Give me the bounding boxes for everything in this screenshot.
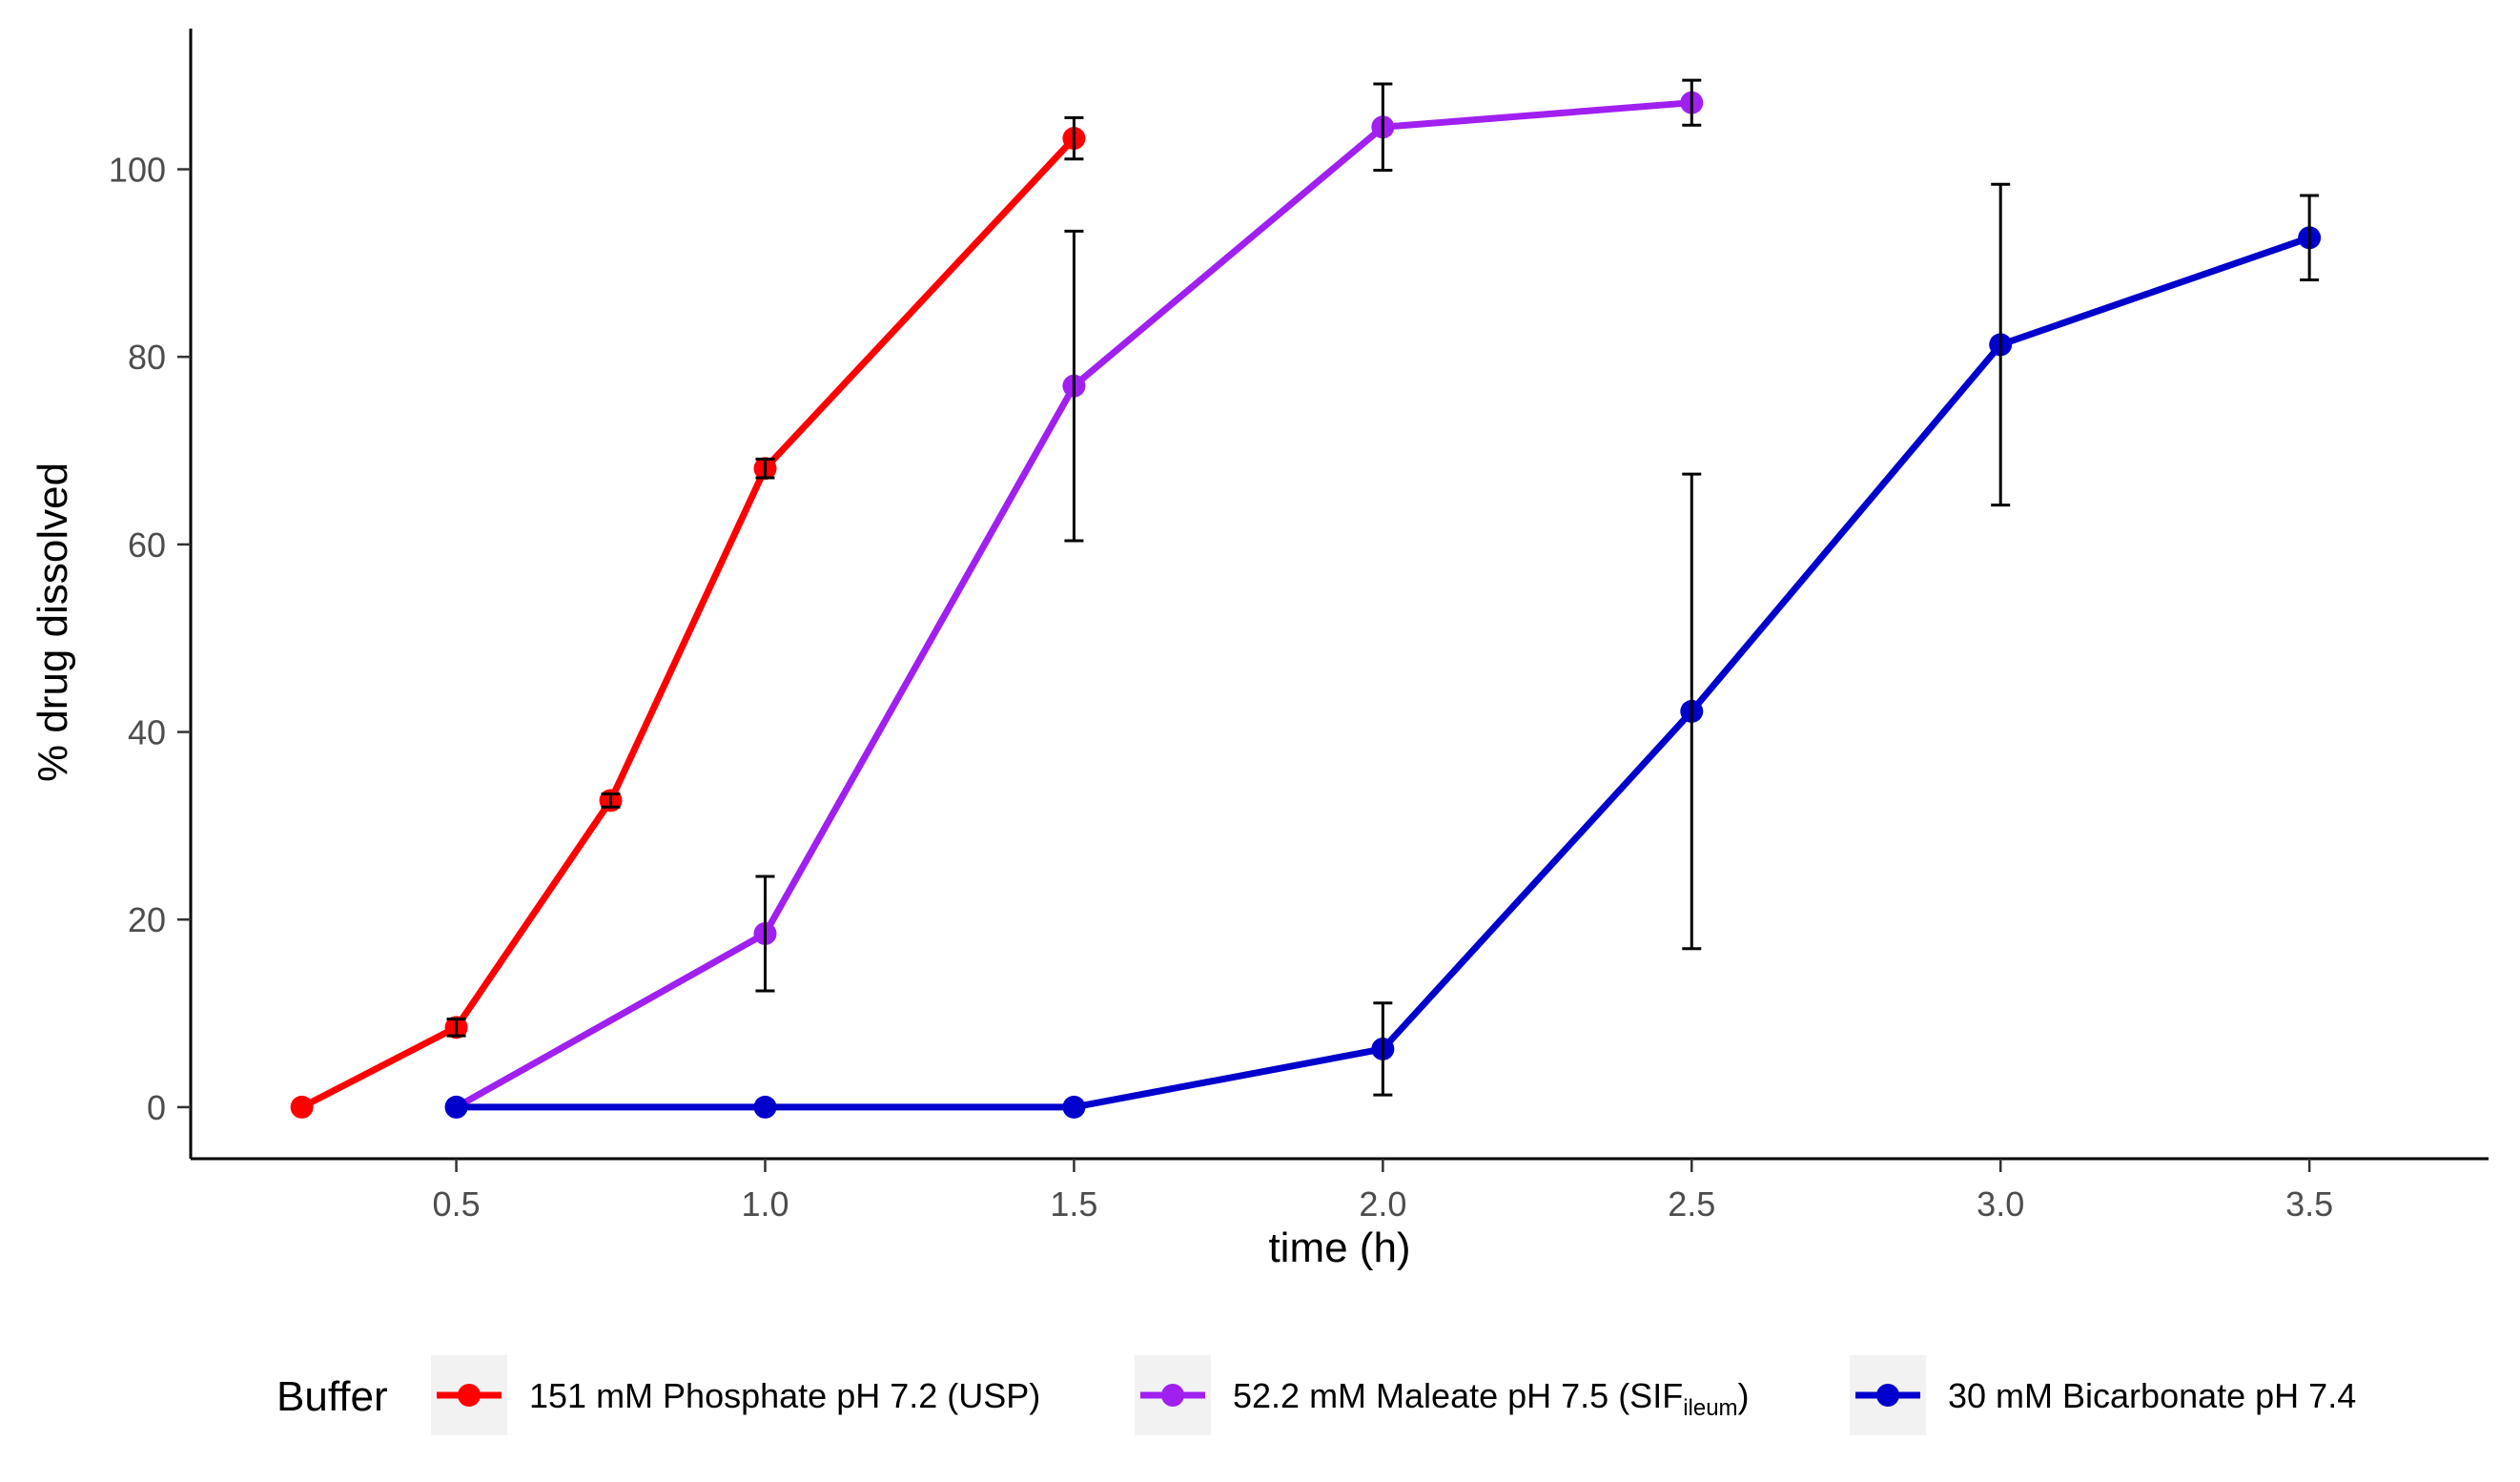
legend-label-1: 151 mM Phosphate pH 7.2 (USP) — [529, 1376, 1040, 1415]
axes-layer: 0.5 1.0 1.5 2.0 2.5 3.0 3.5 0 20 40 60 80 100 time (h… — [30, 29, 2489, 1271]
y-tick-label: 60 — [128, 525, 166, 565]
x-tick-label: 1.0 — [741, 1184, 789, 1224]
y-tick-label: 100 — [109, 151, 166, 190]
y-tick-label: 80 — [128, 338, 166, 377]
legend-label-text: 30 mM Bicarbonate pH 7.4 — [1948, 1376, 2356, 1415]
legend: Buffer 151 mM Phosphate pH 7.2 (USP) 52.2 … — [277, 1355, 2356, 1435]
legend-key-point — [1161, 1384, 1184, 1407]
legend-label-suffix: ) — [1738, 1376, 1750, 1415]
legend-label-3: 30 mM Bicarbonate pH 7.4 — [1948, 1376, 2356, 1415]
y-tick-label: 40 — [128, 713, 166, 752]
x-tick-label: 1.5 — [1050, 1184, 1097, 1224]
legend-label-subscript: ileum — [1683, 1395, 1737, 1421]
legend-key-point — [1876, 1384, 1899, 1407]
legend-title: Buffer — [277, 1373, 388, 1420]
data-point — [290, 1095, 314, 1119]
y-tick-label: 0 — [147, 1088, 166, 1127]
y-axis-title: % drug dissolved — [30, 463, 76, 782]
data-point — [1062, 1095, 1086, 1119]
x-tick-label: 2.0 — [1359, 1184, 1406, 1224]
legend-key-point — [458, 1384, 481, 1407]
legend-label-text: 52.2 mM Maleate pH 7.5 (SIF — [1233, 1376, 1683, 1415]
x-tick-label: 2.5 — [1668, 1184, 1715, 1224]
data-point — [444, 1095, 468, 1119]
x-tick-label: 0.5 — [433, 1184, 481, 1224]
x-tick-label: 3.0 — [1977, 1184, 2024, 1224]
x-axis-title: time (h) — [1268, 1225, 1410, 1271]
error-bars-layer — [446, 78, 2320, 1097]
x-tick-label: 3.5 — [2285, 1184, 2333, 1224]
y-tick-label: 20 — [128, 900, 166, 939]
data-point — [753, 1095, 777, 1119]
legend-label-text: 151 mM Phosphate pH 7.2 (USP) — [529, 1376, 1040, 1415]
legend-label-2: 52.2 mM Maleate pH 7.5 (SIFileum) — [1233, 1376, 1750, 1421]
